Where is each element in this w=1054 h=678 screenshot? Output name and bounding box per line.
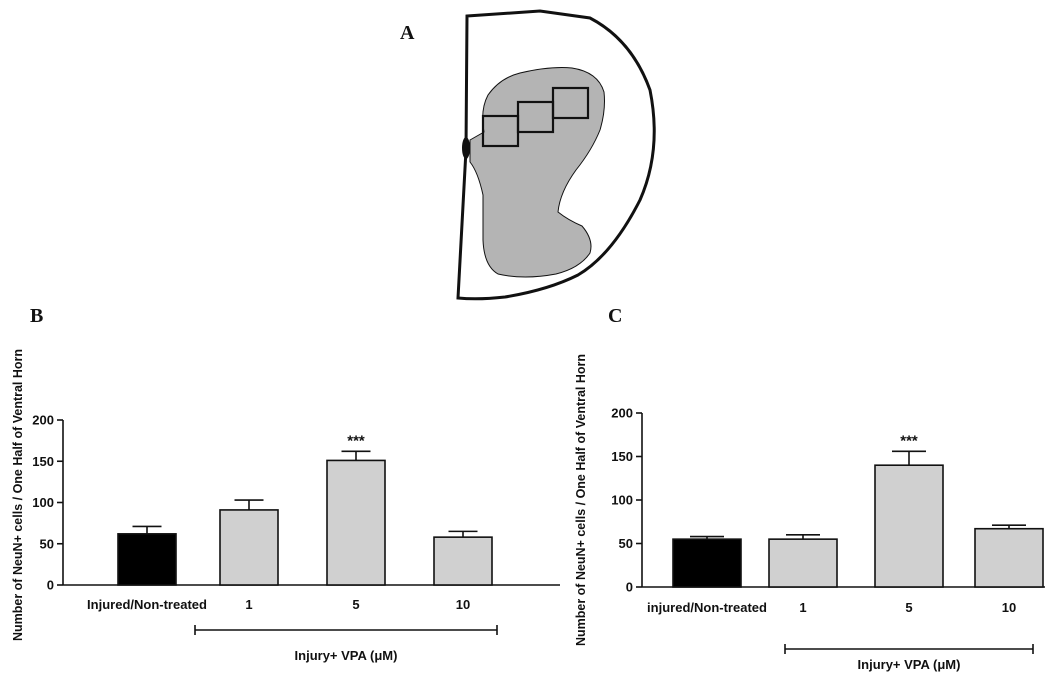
y-axis-label: Number of NeuN+ cells / One Half of Vent…: [11, 349, 25, 641]
y-tick-label: 50: [40, 536, 54, 551]
bar-2: [219, 509, 279, 586]
y-tick-label: 150: [32, 454, 54, 469]
y-tick-label: 200: [32, 413, 54, 428]
group-label: Injury+ VPA (μM): [295, 648, 398, 663]
bar-1: [672, 538, 742, 588]
panel-b-letter: B: [30, 305, 43, 327]
panel-c: C 0 50 100 150 200 Number of NeuN+ cells / On…: [574, 305, 1045, 672]
bar-4: [433, 536, 493, 586]
category-label: 10: [456, 597, 470, 612]
panel-a-letter: A: [400, 22, 415, 44]
panel-c-letter: C: [608, 305, 622, 327]
spinal-cord-schematic: [456, 9, 656, 301]
category-label: 1: [799, 600, 806, 615]
significance-label: ***: [347, 432, 365, 449]
bar-3: [326, 459, 386, 586]
bar-4: [974, 527, 1044, 588]
y-tick-label: 200: [611, 406, 633, 421]
bar-2: [768, 538, 838, 588]
category-label: 5: [905, 600, 912, 615]
panel-a: A: [400, 9, 656, 301]
y-tick-label: 0: [47, 578, 54, 593]
gray-matter: [469, 67, 605, 278]
y-tick-label: 100: [32, 495, 54, 510]
y-tick-label: 50: [619, 536, 633, 551]
chart-c: 0 50 100 150 200 Number of NeuN+ cells / One …: [574, 354, 1045, 672]
y-tick-label: 150: [611, 449, 633, 464]
category-label: 5: [352, 597, 359, 612]
y-tick-label: 100: [611, 493, 633, 508]
y-tick-label: 0: [626, 580, 633, 595]
counting-box-3: [551, 86, 590, 120]
category-label: 1: [245, 597, 252, 612]
panel-b: B 0 50 100 150 200 Number of NeuN+ cells / On…: [11, 305, 560, 663]
chart-b: 0 50 100 150 200 Number of NeuN+ cells / One …: [11, 349, 560, 663]
y-axis-label: Number of NeuN+ cells / One Half of Vent…: [574, 354, 588, 646]
category-label: 10: [1002, 600, 1016, 615]
central-canal: [462, 137, 470, 159]
bar-1: [117, 533, 177, 586]
significance-label: ***: [900, 432, 918, 449]
group-label: Injury+ VPA (μM): [858, 657, 961, 672]
category-label: Injured/Non-treated: [87, 597, 207, 612]
bar-3: [874, 464, 944, 588]
category-label: injured/Non-treated: [647, 600, 767, 615]
